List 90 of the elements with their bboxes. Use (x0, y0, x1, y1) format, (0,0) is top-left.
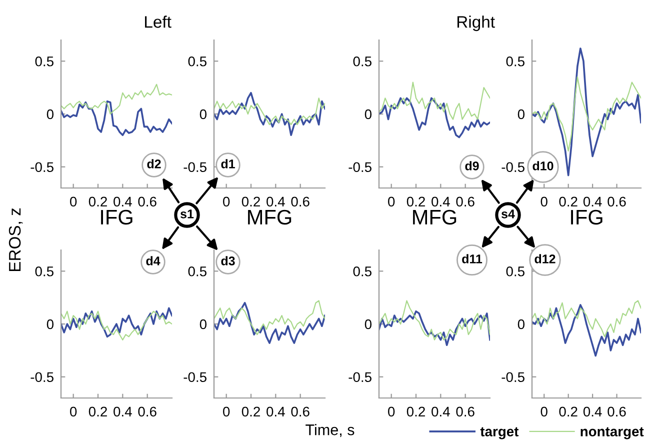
y-tick-label: 0.5 (506, 266, 524, 276)
x-tick-label: 0.2 (88, 196, 107, 207)
y-tick-label: 0 (518, 109, 525, 120)
y-tick-label: 0.5 (353, 56, 372, 66)
x-tick-label: 0.6 (456, 406, 474, 417)
y-tick-label: 0.5 (506, 56, 524, 66)
text: s1 (180, 210, 194, 218)
annotation: d2 (147, 159, 161, 168)
x-axis-title: IFG (101, 210, 132, 225)
x-tick-label: 0 (70, 196, 77, 207)
x-tick-label: 0.6 (456, 196, 474, 207)
y-tick-label: -0.5 (30, 162, 54, 172)
x-tick-label: 0 (223, 406, 230, 417)
x-axis-title: IFG (571, 210, 602, 225)
line-series (379, 310, 490, 346)
x-tick-label: 0.4 (432, 196, 450, 207)
line-series (214, 300, 325, 336)
x-tick-label: 0.2 (406, 406, 425, 417)
x-tick-label: 0.2 (559, 406, 578, 417)
x-tick-label: 0.6 (138, 196, 156, 207)
line-series (61, 100, 172, 136)
x-tick-label: 0 (388, 406, 395, 417)
y-tick-label: 0 (364, 319, 372, 330)
y-tick-label: -0.5 (30, 372, 54, 382)
y-tick-label: -0.5 (184, 372, 206, 382)
line-series (532, 304, 641, 357)
annotation: d4 (146, 256, 160, 266)
line-series (214, 302, 325, 344)
x-tick-label: 0.2 (242, 196, 260, 207)
chart-title: Left (145, 16, 172, 28)
x-axis-title: MFG (248, 210, 292, 225)
y-tick-label: 0 (200, 319, 207, 330)
legend-label: target (480, 427, 519, 440)
y-tick-label: 0 (200, 109, 207, 120)
x-tick-label: 0 (540, 196, 548, 207)
y-tick-label: -0.5 (348, 372, 372, 382)
x-tick-label: 0.6 (608, 406, 626, 417)
x-tick-label: 0.2 (88, 406, 107, 417)
annotation: d12 (534, 254, 556, 264)
x-tick-label: 0.4 (583, 196, 602, 207)
line-series (214, 98, 325, 126)
line-series (379, 97, 490, 138)
y-tick-label: -0.5 (184, 162, 206, 172)
x-tick-label: 0.2 (406, 196, 425, 207)
line-series (379, 300, 490, 340)
y-tick-label: 0.5 (188, 266, 206, 276)
x-tick-label: 0.6 (608, 196, 626, 207)
annotation: d9 (465, 161, 479, 170)
x-tick-label: 0.2 (242, 406, 260, 417)
annotation: d3 (221, 256, 235, 266)
line-series (61, 84, 172, 115)
text: s4 (501, 210, 515, 218)
line-series (532, 300, 641, 338)
y-tick-label: 0 (46, 319, 54, 330)
text: EROS, z (8, 208, 23, 272)
x-tick-label: 0 (223, 196, 230, 207)
y-tick-label: 0 (518, 319, 525, 330)
x-tick-label: 0.4 (266, 406, 285, 417)
chart-title: Right (457, 16, 495, 32)
y-tick-label: 0 (364, 109, 372, 120)
x-tick-label: 0.6 (291, 196, 310, 207)
line-series (532, 76, 641, 152)
annotation: d11 (462, 254, 482, 264)
line-series (214, 92, 325, 136)
x-tick-label: 0.4 (266, 196, 285, 207)
annotation: d10 (532, 161, 554, 170)
y-tick-label: 0.5 (353, 266, 372, 276)
x-tick-label: 0 (70, 406, 77, 417)
y-tick-label: 0 (46, 109, 54, 120)
y-tick-label: 0.5 (35, 266, 54, 276)
legend-label: nontarget (580, 427, 644, 440)
annotation: d1 (221, 159, 235, 168)
y-tick-label: -0.5 (502, 162, 524, 172)
x-tick-label: 0.6 (291, 406, 310, 417)
line-series (532, 48, 641, 176)
x-tick-label: 0.4 (114, 406, 132, 417)
text: Time, s (306, 424, 354, 438)
x-tick-label: 0 (388, 196, 395, 207)
y-tick-label: 0.5 (35, 56, 54, 66)
x-tick-label: 0.4 (583, 406, 602, 417)
x-axis-title: MFG (413, 210, 456, 225)
x-tick-label: 0.2 (559, 196, 578, 207)
y-tick-label: -0.5 (348, 162, 372, 172)
y-tick-label: 0.5 (188, 56, 206, 66)
x-tick-label: 0 (540, 406, 548, 417)
x-tick-label: 0.4 (432, 406, 450, 417)
line-series (379, 82, 490, 120)
y-tick-label: -0.5 (502, 372, 524, 382)
x-tick-label: 0.4 (114, 196, 132, 207)
x-tick-label: 0.6 (138, 406, 156, 417)
